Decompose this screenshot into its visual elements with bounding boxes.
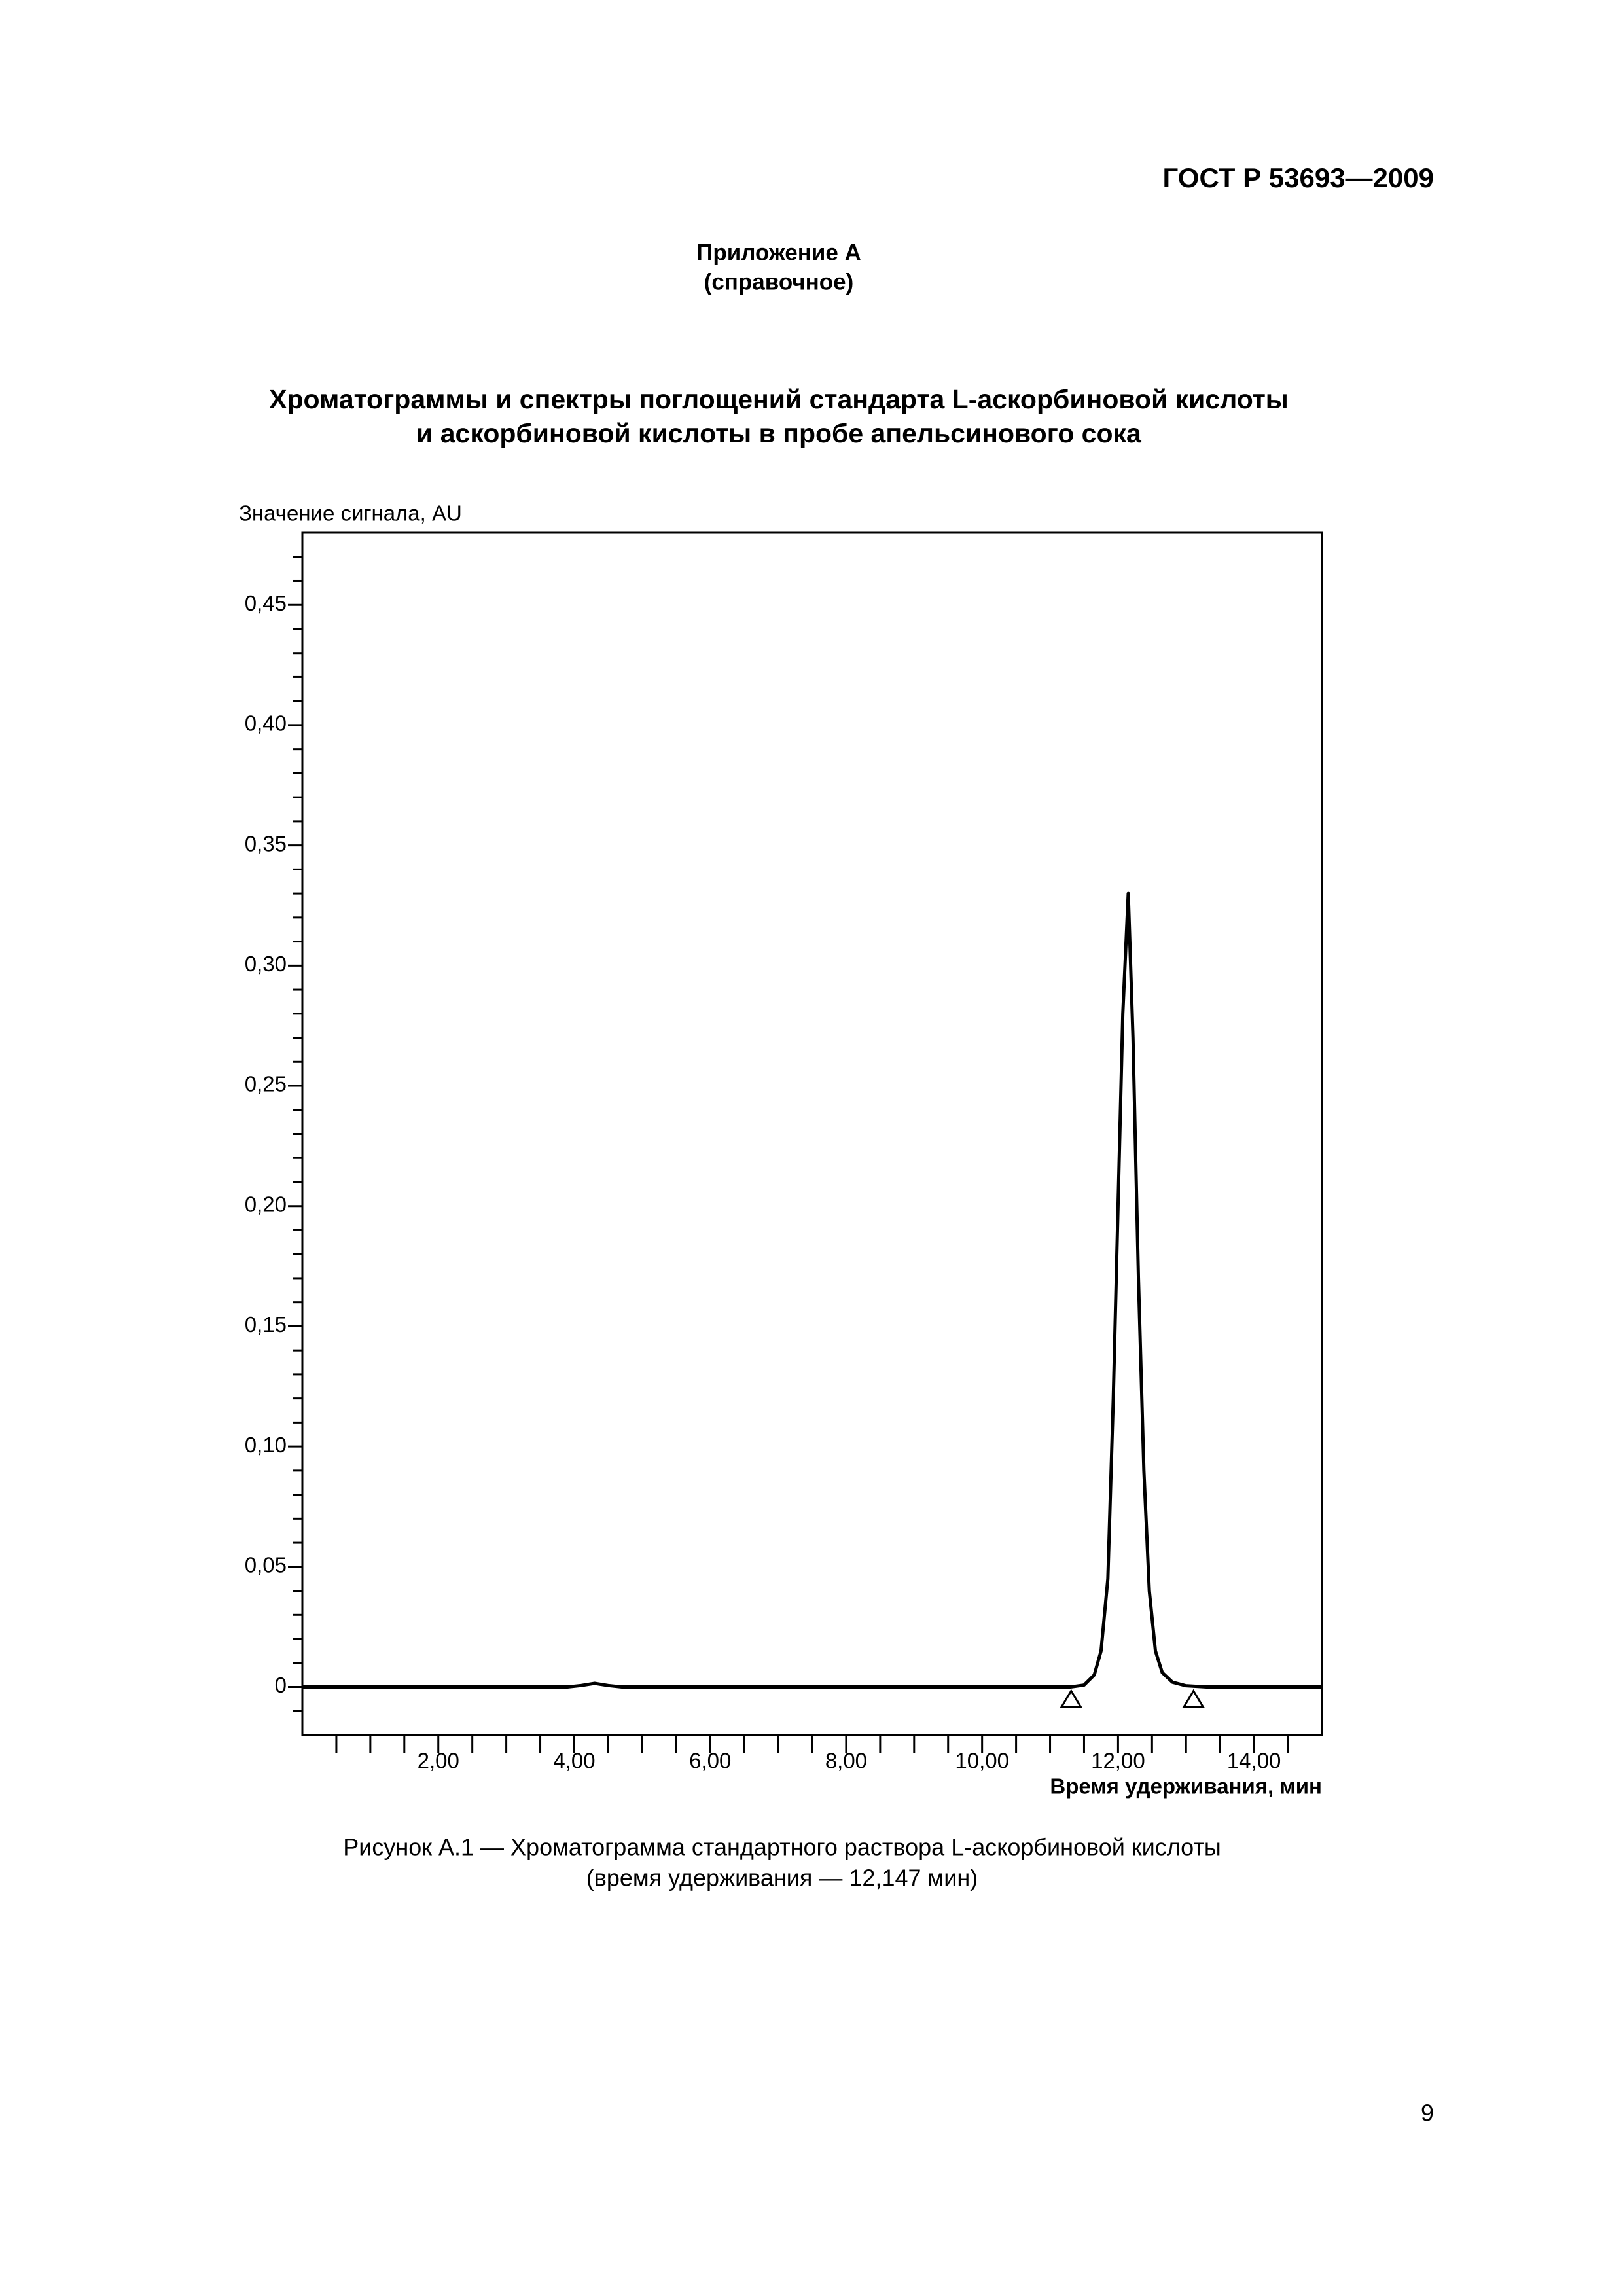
y-tick-label: 0,45 [245,591,287,615]
appendix-title: Приложение А [696,240,861,265]
y-tick-label: 0,15 [245,1312,287,1336]
y-tick-label: 0,05 [245,1553,287,1577]
y-tick-label: 0,30 [245,952,287,976]
y-tick-label: 0,25 [245,1072,287,1096]
standard-number: ГОСТ Р 53693—2009 [1163,162,1434,193]
baseline-marker [1182,1689,1205,1709]
y-tick-label: 0 [275,1673,287,1697]
x-tick-label: 6,00 [689,1749,731,1773]
figure-caption: (время удерживания — 12,147 мин) [586,1865,978,1892]
y-tick-label: 0,10 [245,1433,287,1457]
y-axis-label: Значение сигнала, AU [239,501,462,526]
appendix-note: (справочное) [704,269,854,295]
page-number: 9 [1421,2100,1434,2126]
x-tick-label: 14,00 [1227,1749,1281,1773]
x-tick-label: 10,00 [955,1749,1009,1773]
x-tick-label: 4,00 [553,1749,595,1773]
chromatogram-line [302,891,1322,1689]
section-title: и аскорбиновой кислоты в пробе апельсино… [416,418,1142,448]
baseline-marker [1060,1689,1083,1709]
y-tick-label: 0,20 [245,1192,287,1216]
x-tick-label: 2,00 [418,1749,459,1773]
y-tick-label: 0,40 [245,711,287,736]
x-tick-label: 8,00 [825,1749,867,1773]
x-axis-label: Время удерживания, мин [1050,1774,1322,1799]
y-tick-label: 0,35 [245,831,287,855]
figure-caption: Рисунок А.1 — Хроматограмма стандартного… [343,1834,1221,1861]
section-title: Хроматограммы и спектры поглощений станд… [269,384,1289,414]
x-tick-label: 12,00 [1091,1749,1145,1773]
